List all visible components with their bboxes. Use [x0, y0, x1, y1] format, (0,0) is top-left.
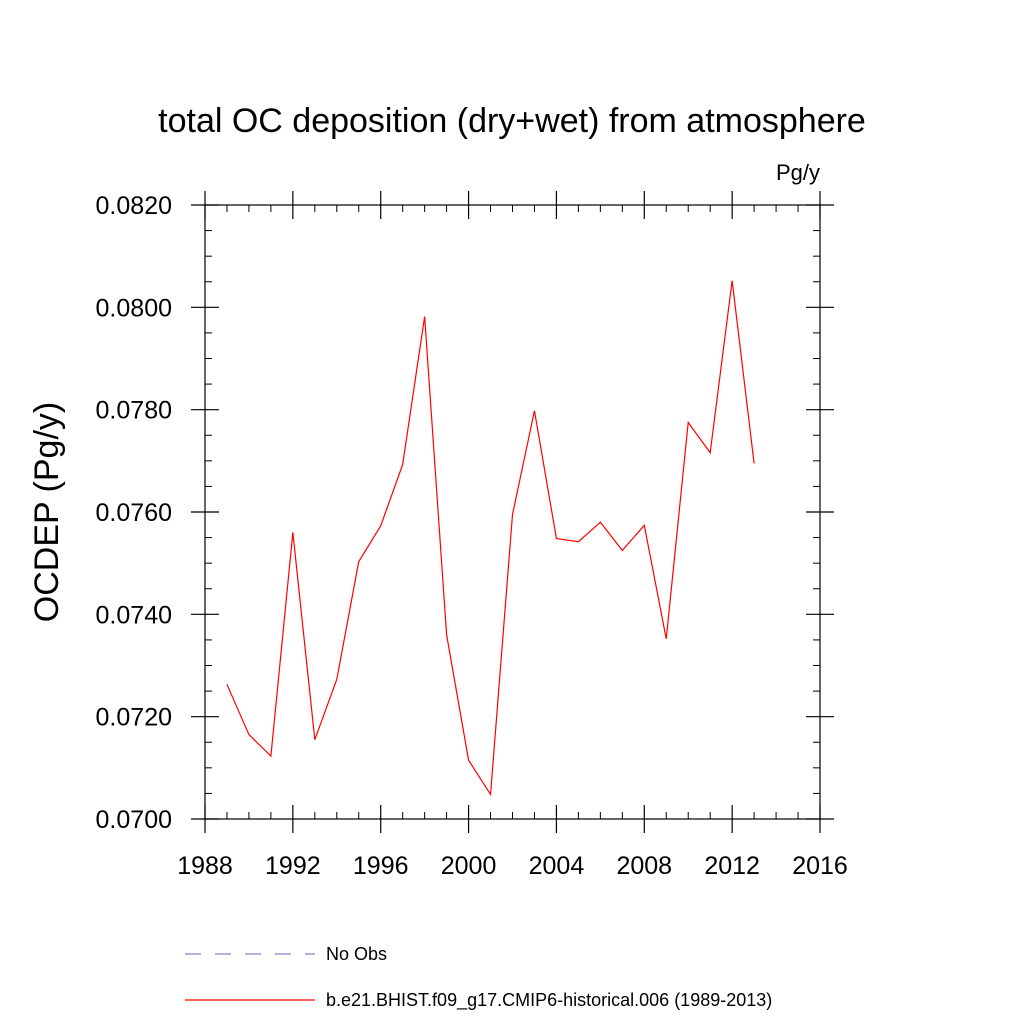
legend-label-no-obs: No Obs — [326, 944, 387, 964]
y-tick-label: 0.0700 — [96, 806, 172, 834]
legend-label-historical: b.e21.BHIST.f09_g17.CMIP6-historical.006… — [326, 990, 772, 1011]
x-tick-label: 1992 — [265, 852, 321, 880]
x-tick-label: 2000 — [441, 852, 497, 880]
legend: No Obs b.e21.BHIST.f09_g17.CMIP6-histori… — [185, 944, 772, 1011]
x-tick-labels: 1988 1992 1996 2000 2004 2008 2012 2016 — [177, 852, 848, 880]
y-tick-label: 0.0800 — [96, 294, 172, 322]
chart-title: total OC deposition (dry+wet) from atmos… — [158, 102, 866, 140]
plot-frame — [204, 204, 821, 820]
y-tick-label: 0.0820 — [96, 192, 172, 220]
y-tick-label: 0.0780 — [96, 397, 172, 425]
y-tick-label: 0.0740 — [96, 601, 172, 629]
x-tick-label: 2008 — [616, 852, 672, 880]
y-tick-labels: 0.0700 0.0720 0.0740 0.0760 0.0780 0.0800 0.08… — [96, 192, 172, 834]
y-tick-label: 0.0720 — [96, 704, 172, 732]
y-tick-label: 0.0760 — [96, 499, 172, 527]
series-layer — [226, 280, 755, 797]
x-tick-label: 1988 — [177, 852, 233, 880]
units-label: Pg/y — [776, 160, 820, 185]
x-tick-label: 2016 — [792, 852, 848, 880]
series-line-0 — [226, 280, 755, 797]
minor-ticks — [205, 205, 820, 819]
x-tick-label: 2012 — [704, 852, 760, 880]
x-tick-label: 2004 — [529, 852, 585, 880]
x-tick-label: 1996 — [353, 852, 409, 880]
y-axis-label: OCDEP (Pg/y) — [28, 402, 66, 622]
